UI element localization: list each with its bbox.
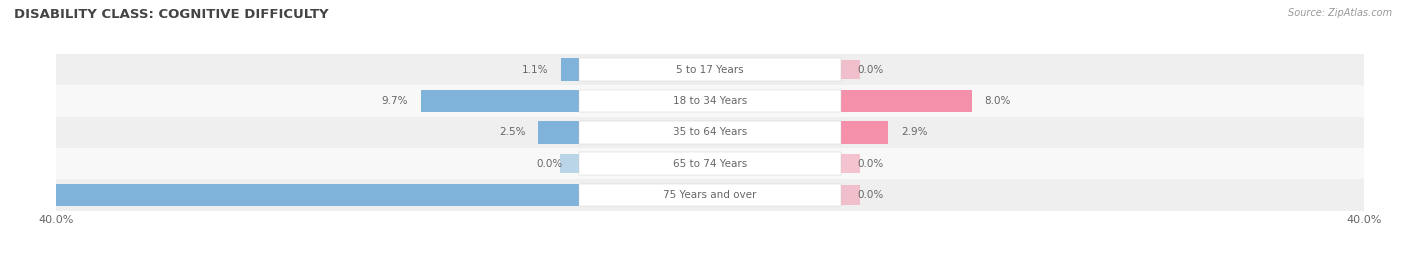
Bar xyxy=(561,58,579,81)
Text: DISABILITY CLASS: COGNITIVE DIFFICULTY: DISABILITY CLASS: COGNITIVE DIFFICULTY xyxy=(14,8,329,21)
Bar xyxy=(579,90,841,112)
Text: 75 Years and over: 75 Years and over xyxy=(664,190,756,200)
Bar xyxy=(56,179,1364,211)
Text: 8.0%: 8.0% xyxy=(984,96,1011,106)
Bar xyxy=(841,60,860,79)
Text: 2.9%: 2.9% xyxy=(901,127,928,137)
Bar xyxy=(579,184,841,206)
Bar xyxy=(56,85,1364,117)
Bar xyxy=(56,54,1364,85)
Bar xyxy=(579,58,841,81)
Bar xyxy=(841,154,860,173)
Bar xyxy=(0,184,579,206)
Text: 2.5%: 2.5% xyxy=(499,127,526,137)
Text: 18 to 34 Years: 18 to 34 Years xyxy=(673,96,747,106)
Bar xyxy=(420,90,579,112)
Bar xyxy=(56,117,1364,148)
Text: 1.1%: 1.1% xyxy=(522,65,548,75)
Text: 9.7%: 9.7% xyxy=(381,96,408,106)
Bar xyxy=(579,152,841,175)
Text: 65 to 74 Years: 65 to 74 Years xyxy=(673,158,747,169)
Text: 0.0%: 0.0% xyxy=(858,158,883,169)
Text: 35 to 64 Years: 35 to 64 Years xyxy=(673,127,747,137)
Bar xyxy=(841,90,972,112)
Bar xyxy=(579,121,841,144)
Text: 0.0%: 0.0% xyxy=(858,65,883,75)
Text: 5 to 17 Years: 5 to 17 Years xyxy=(676,65,744,75)
Bar xyxy=(560,154,579,173)
Bar xyxy=(538,121,579,144)
Bar xyxy=(841,121,889,144)
Text: 0.0%: 0.0% xyxy=(858,190,883,200)
Text: 0.0%: 0.0% xyxy=(537,158,562,169)
Text: Source: ZipAtlas.com: Source: ZipAtlas.com xyxy=(1288,8,1392,18)
Bar xyxy=(841,185,860,204)
Bar xyxy=(56,148,1364,179)
